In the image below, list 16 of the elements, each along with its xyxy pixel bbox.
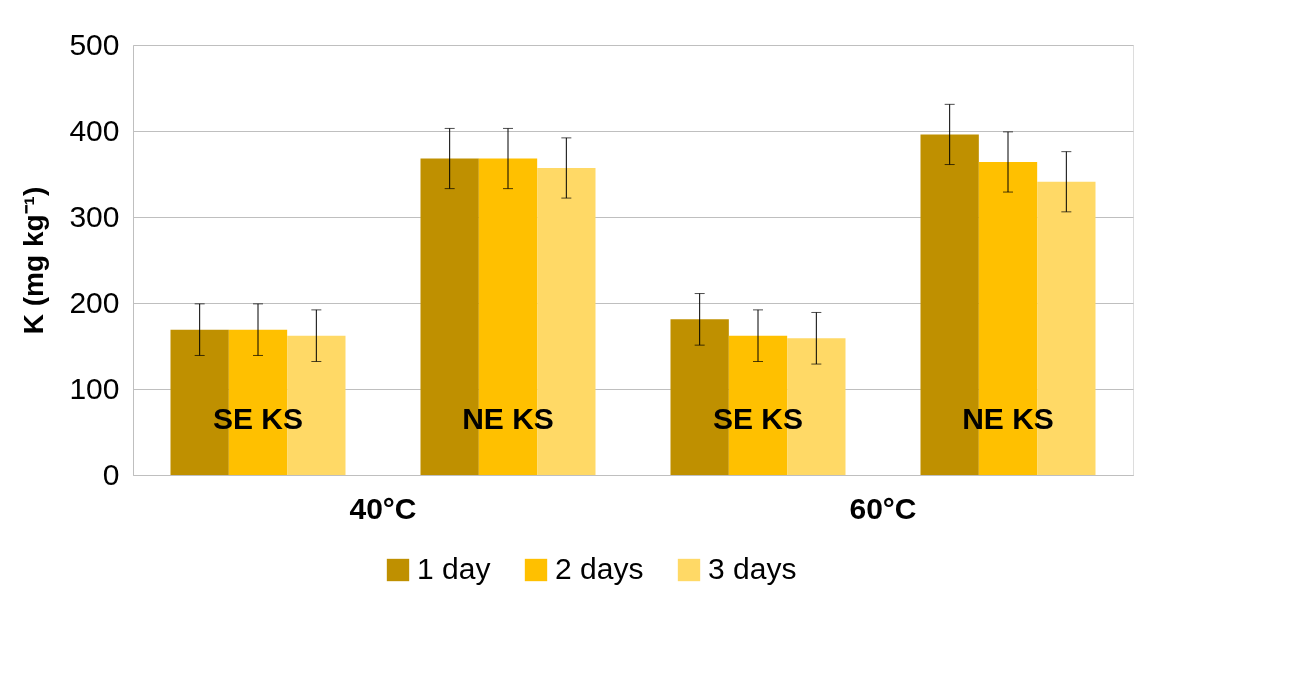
x-tick-label: SE KS xyxy=(212,402,304,435)
text: 60°C xyxy=(849,492,917,525)
legend-label: 2 days xyxy=(555,552,644,585)
text: 40°C xyxy=(349,492,417,525)
y-tick-label: 0 xyxy=(102,457,120,491)
legend-label: 3 days xyxy=(708,552,797,585)
x-tick-label: NE KS xyxy=(962,402,1054,435)
x-tick-label: NE KS xyxy=(462,402,554,435)
y-tick-label: 200 xyxy=(69,285,120,319)
legend-label: 1 day xyxy=(417,552,491,585)
x-tick-label: SE KS xyxy=(712,402,804,435)
y-tick-label: 500 xyxy=(69,27,120,61)
y-tick-label: 300 xyxy=(69,199,120,233)
y-axis-title: K (mg kg⁻¹) xyxy=(18,186,50,335)
y-tick-label: 400 xyxy=(69,113,120,147)
y-tick-label: 100 xyxy=(69,371,120,405)
